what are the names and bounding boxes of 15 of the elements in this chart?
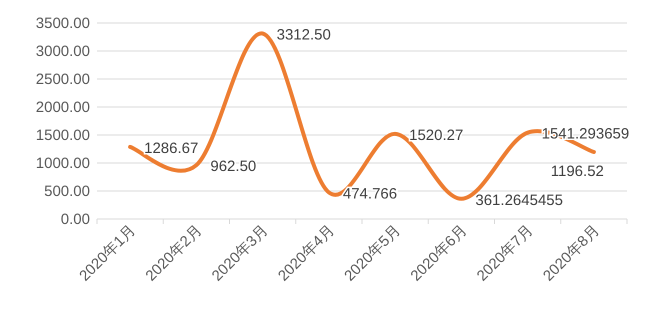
data-label: 474.766 — [342, 185, 398, 202]
y-tick-label: 500.00 — [44, 183, 90, 200]
y-tick-label: 1000.00 — [36, 155, 90, 172]
data-label: 1286.67 — [144, 140, 198, 157]
y-tick-label: 2000.00 — [36, 99, 90, 116]
y-tick-label: 3000.00 — [36, 43, 90, 60]
y-tick-label: 1500.00 — [36, 127, 90, 144]
data-label: 1196.52 — [550, 162, 604, 180]
data-label: 3312.50 — [276, 26, 331, 44]
data-label: 361.2645455 — [475, 192, 563, 209]
y-tick-label: 0.00 — [60, 211, 90, 228]
data-label: 962.50 — [210, 158, 256, 176]
y-tick-label: 2500.00 — [36, 71, 90, 88]
y-tick-label: 3500.00 — [36, 15, 90, 32]
data-label: 1520.27 — [409, 126, 464, 144]
